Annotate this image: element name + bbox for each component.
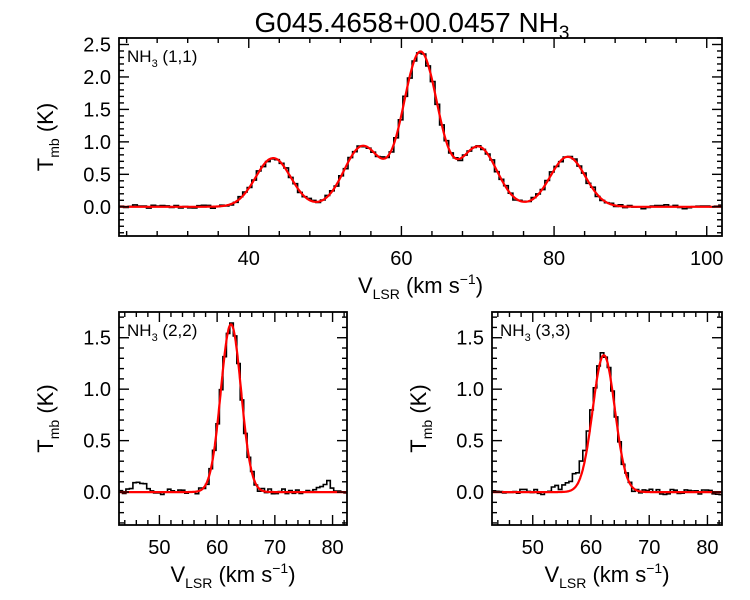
y-tick-label: 0.5 <box>83 164 111 186</box>
x-axis-label: VLSR (km s−1) <box>170 560 295 591</box>
x-axis-label: VLSR (km s−1) <box>544 560 669 591</box>
x-tick-label: 80 <box>543 248 565 270</box>
y-tick-label: 0.0 <box>456 482 484 504</box>
x-tick-label: 80 <box>696 537 718 559</box>
observed-spectrum <box>492 352 722 496</box>
x-tick-label: 60 <box>580 537 602 559</box>
x-tick-label: 70 <box>264 537 286 559</box>
gaussian-fit-curve <box>492 354 722 494</box>
y-tick-label: 1.5 <box>83 99 111 121</box>
observed-spectrum <box>119 322 347 496</box>
y-tick-label: 0.5 <box>83 431 111 453</box>
y-axis-label: Tmb (K) <box>406 384 435 452</box>
observed-spectrum <box>119 52 722 210</box>
x-tick-label: 70 <box>638 537 660 559</box>
y-tick-label: 2.5 <box>83 34 111 56</box>
panel-nh3-11: 40 60 80 100 0.0 0.5 1.0 1.5 2.0 2.5 NH3 (1,1) VLSR… <box>33 34 723 302</box>
y-tick-label: 0.0 <box>83 482 111 504</box>
panel-nh3-33: 50 60 70 80 0.0 0.5 1.0 1.5 NH3 (3,3) VLSR (km s−… <box>406 311 723 591</box>
y-tick-label: 1.5 <box>456 328 484 350</box>
x-tick-label: 100 <box>690 248 723 270</box>
panel-nh3-22: 50 60 70 80 0.0 0.5 1.0 1.5 NH3 (2,2) VLSR (km s−… <box>33 311 348 591</box>
x-tick-label: 60 <box>206 537 228 559</box>
y-tick-label: 1.0 <box>456 379 484 401</box>
x-tick-label: 60 <box>390 248 412 270</box>
y-axis-label: Tmb (K) <box>33 103 62 171</box>
y-tick-label: 2.0 <box>83 67 111 89</box>
x-tick-label: 80 <box>321 537 343 559</box>
gaussian-fit-curve <box>119 323 347 494</box>
y-tick-label: 1.5 <box>83 328 111 350</box>
y-tick-label: 0.0 <box>83 197 111 219</box>
plot-frame <box>118 37 723 237</box>
figure-title: G045.4658+00.0457 NH3 <box>255 7 570 44</box>
x-axis-label: VLSR (km s−1) <box>358 271 483 302</box>
panel-label: NH3 (2,2) <box>127 321 197 344</box>
y-tick-label: 0.5 <box>456 431 484 453</box>
y-axis-label: Tmb (K) <box>33 384 62 452</box>
x-tick-label: 50 <box>148 537 170 559</box>
y-tick-label: 1.0 <box>83 132 111 154</box>
plot-frame <box>491 311 723 526</box>
panel-label: NH3 (1,1) <box>127 47 197 70</box>
plot-frame <box>118 311 348 526</box>
y-tick-label: 1.0 <box>83 379 111 401</box>
gaussian-fit-curve <box>119 50 722 208</box>
panel-label: NH3 (3,3) <box>500 321 570 344</box>
x-tick-label: 50 <box>522 537 544 559</box>
x-tick-label: 40 <box>238 248 260 270</box>
